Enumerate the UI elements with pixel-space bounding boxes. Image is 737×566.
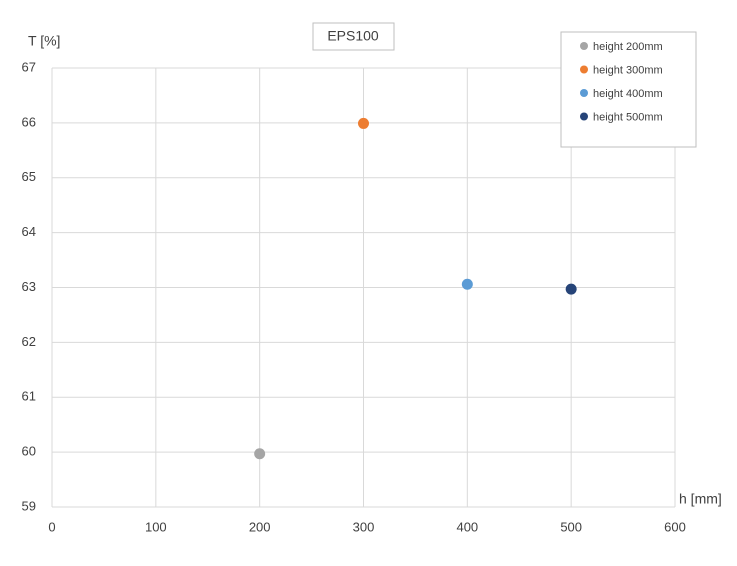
x-tick-label: 100 <box>145 519 167 534</box>
legend-marker <box>580 42 588 50</box>
y-tick-label: 59 <box>22 498 36 513</box>
legend-marker <box>580 89 588 97</box>
y-tick-label: 65 <box>22 169 36 184</box>
x-axis-label: h [mm] <box>679 491 722 507</box>
title-box <box>312 22 395 51</box>
point <box>461 278 473 290</box>
y-tick-label: 62 <box>22 334 36 349</box>
point <box>565 283 577 295</box>
y-tick-label: 66 <box>22 114 36 129</box>
point <box>358 117 369 129</box>
legend-marker <box>580 112 588 121</box>
y-tick-label: 64 <box>22 224 36 239</box>
legend: height 200mm height 300mm height 400mm heig… <box>560 31 697 148</box>
y-tick-label: 67 <box>22 59 36 74</box>
legend-label: height 200mm <box>593 41 663 53</box>
x-tick-label: 200 <box>249 519 271 534</box>
chart-title: EPS100 <box>327 28 379 44</box>
legend-label: height 500mm <box>593 111 663 123</box>
x-tick-label: 500 <box>560 519 582 534</box>
legend-label: height 400mm <box>593 88 663 100</box>
y-tick-label: 63 <box>22 279 36 294</box>
y-tick-label: 61 <box>22 389 36 404</box>
y-axis-label: T [%] <box>28 33 60 49</box>
legend-marker <box>580 65 588 74</box>
x-tick-label: 0 <box>48 519 55 534</box>
y-tick-label: 60 <box>22 444 36 459</box>
x-tick-label: 600 <box>664 519 686 534</box>
x-tick-label: 300 <box>353 519 375 534</box>
legend-label: height 300mm <box>593 64 663 76</box>
x-tick-label: 400 <box>456 519 478 534</box>
point <box>254 448 266 460</box>
